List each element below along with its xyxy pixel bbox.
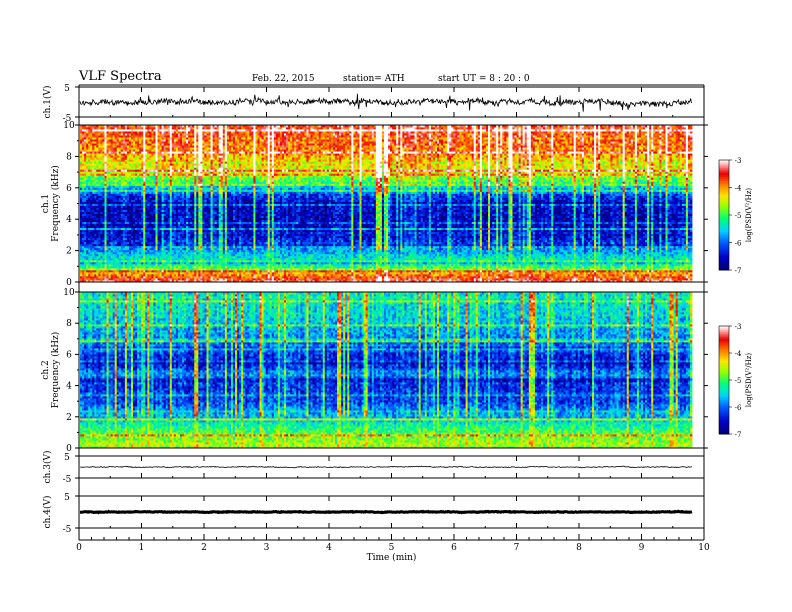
colorbar-label: log(PSD(V²/Hz) [745,353,753,408]
xtick-label: 8 [576,543,582,553]
xtick-label: 4 [326,543,332,553]
ch1-waveform [75,86,705,118]
ch4-waveform [75,495,705,529]
xtick-label: 6 [451,543,457,553]
colorbar-tick-label: -6 [735,240,742,248]
ytick-label: 6 [66,184,72,194]
xtick-label: 5 [389,543,395,553]
ylabel: ch.3(V) [42,451,53,484]
colorbar-tick-label: -3 [735,157,742,165]
colorbar-tick-label: -6 [735,404,742,412]
ylabel: ch.1(V) [42,86,53,119]
start-time-label: start UT = 8 : 20 : 0 [438,74,530,84]
ytick-label: -5 [63,525,72,535]
colorbar-tick-label: -4 [735,185,742,193]
ytick-label: -5 [63,114,72,124]
colorbar-tick-label: -4 [735,350,742,358]
date-label: Feb. 22, 2015 [252,74,315,84]
ytick-label: 4 [66,382,72,392]
xtick-label: 0 [76,543,82,553]
xaxis-label: Time (min) [367,552,417,563]
ytick-label: 8 [66,152,72,162]
ch1-spectrogram-cells [80,125,693,283]
xtick-label: 9 [639,543,645,553]
ytick-label: 0 [66,444,72,454]
colorbar-tick-label: -3 [735,323,742,331]
ch1-spectrogram-colorbar [718,159,732,271]
ch2-spectrogram-cells [80,292,693,449]
ytick-label: 4 [66,215,72,225]
ylabel-frequency: Frequency (kHz) [50,165,61,242]
colorbar-tick-label: -7 [735,267,742,275]
ylabel-channel: ch.2 [41,360,51,379]
ch1-spectrogram [75,124,732,283]
ytick-label: 10 [63,288,75,298]
ytick-label: 0 [66,278,72,288]
ch3-waveform-trace [80,465,693,469]
colorbar-tick-label: -5 [735,377,742,385]
ytick-label: 8 [66,319,72,329]
xtick-label: 7 [514,543,520,553]
ytick-label: 2 [66,247,72,257]
ch4-waveform-trace [80,509,693,515]
ch2-spectrogram [75,291,732,449]
ch1-waveform-trace [79,93,693,112]
ch2-spectrogram-colorbar [718,325,732,435]
ytick-label: 5 [64,493,70,503]
colorbar-tick-label: -5 [735,212,742,220]
ylabel-frequency: Frequency (kHz) [50,332,61,409]
xtick-label: 2 [201,543,207,553]
colorbar-label: log(PSD(V²/Hz) [745,188,753,243]
ytick-label: 2 [66,413,72,423]
ytick-label: 5 [64,453,70,463]
colorbar-tick-label: -7 [735,431,742,439]
ytick-label: 6 [66,350,72,360]
xtick-label: 3 [264,543,270,553]
ytick-label: 10 [63,121,75,131]
xtick-label: 1 [139,543,145,553]
ytick-label: -5 [63,475,72,485]
xtick-label: 10 [698,543,710,553]
chart-title: VLF Spectra [79,69,162,84]
ylabel: ch.4(V) [42,496,53,529]
ytick-label: 5 [64,84,70,94]
ylabel-channel: ch.1 [41,194,51,213]
ch3-waveform [75,455,705,479]
station-label: station= ATH [343,74,405,84]
